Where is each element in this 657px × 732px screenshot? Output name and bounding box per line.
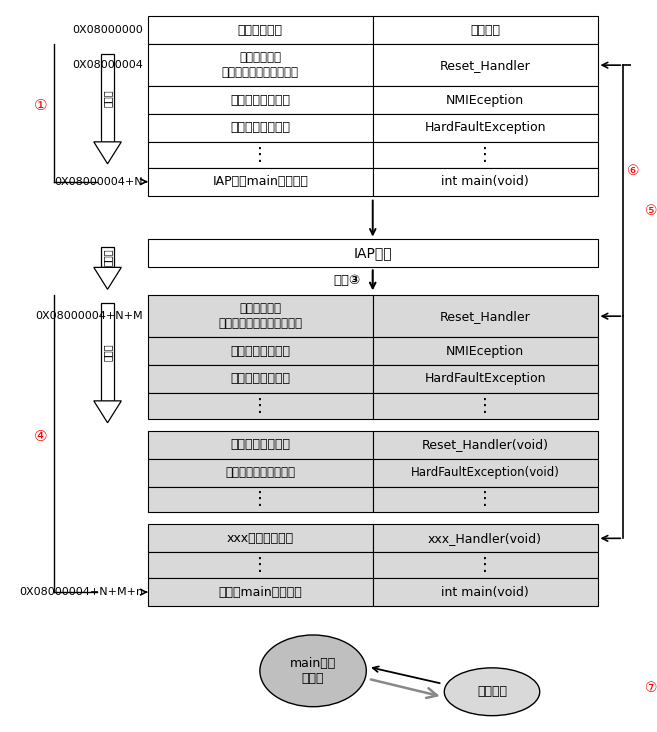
FancyBboxPatch shape	[148, 295, 373, 337]
Text: IAP程序main函数入口: IAP程序main函数入口	[212, 175, 308, 188]
FancyBboxPatch shape	[148, 114, 373, 142]
FancyBboxPatch shape	[373, 487, 597, 512]
Text: 非可屏蔽中断向量: 非可屏蔽中断向量	[231, 345, 290, 357]
Text: 复位中断程序入口: 复位中断程序入口	[231, 438, 290, 451]
Text: int main(void): int main(void)	[442, 175, 529, 188]
Text: ①: ①	[34, 99, 47, 113]
Text: 程序流: 程序流	[102, 343, 112, 361]
FancyBboxPatch shape	[148, 337, 373, 365]
Text: Reset_Handler(void): Reset_Handler(void)	[422, 438, 549, 451]
Text: 0X08000004: 0X08000004	[72, 60, 143, 70]
Text: 硬件错误中断向量: 硬件错误中断向量	[231, 373, 290, 386]
Text: 闪存物理地址: 闪存物理地址	[238, 23, 283, 37]
FancyBboxPatch shape	[373, 552, 597, 578]
Text: 中断请求: 中断请求	[477, 685, 507, 698]
FancyBboxPatch shape	[148, 524, 373, 552]
Text: ⑥: ⑥	[627, 164, 639, 178]
Text: 硬件错误中断程序入口: 硬件错误中断程序入口	[225, 466, 296, 479]
Text: 非可屏蔽中断向量: 非可屏蔽中断向量	[231, 94, 290, 107]
Text: xxx中断程序入口: xxx中断程序入口	[227, 532, 294, 545]
FancyBboxPatch shape	[373, 578, 597, 606]
FancyBboxPatch shape	[148, 239, 597, 267]
FancyBboxPatch shape	[148, 44, 373, 86]
Text: 程序流: 程序流	[102, 89, 112, 107]
Text: Reset_Handler: Reset_Handler	[440, 59, 530, 72]
Text: 栈顶地址: 栈顶地址	[470, 23, 500, 37]
Text: ⋮: ⋮	[476, 397, 494, 415]
Text: ④: ④	[34, 429, 47, 444]
FancyBboxPatch shape	[148, 142, 373, 168]
Text: 0X08000004+N: 0X08000004+N	[55, 176, 143, 187]
FancyBboxPatch shape	[373, 393, 597, 419]
Text: xxx_Handler(void): xxx_Handler(void)	[428, 532, 542, 545]
FancyBboxPatch shape	[373, 16, 597, 44]
Text: 复位中断向量
（新中断向量表起始地址）: 复位中断向量 （新中断向量表起始地址）	[218, 302, 302, 330]
Text: int main(void): int main(void)	[442, 586, 529, 599]
Text: ⋮: ⋮	[476, 556, 494, 574]
FancyBboxPatch shape	[373, 142, 597, 168]
FancyBboxPatch shape	[373, 295, 597, 337]
FancyBboxPatch shape	[373, 337, 597, 365]
FancyBboxPatch shape	[148, 86, 373, 114]
FancyBboxPatch shape	[373, 365, 597, 393]
Text: HardFaultException: HardFaultException	[424, 373, 546, 386]
FancyBboxPatch shape	[148, 16, 373, 44]
Polygon shape	[94, 142, 122, 164]
Text: 复位中断向量
（中断向量表起始地址）: 复位中断向量 （中断向量表起始地址）	[222, 51, 299, 79]
Text: HardFaultException(void): HardFaultException(void)	[411, 466, 560, 479]
FancyBboxPatch shape	[373, 524, 597, 552]
Text: ⋮: ⋮	[252, 146, 269, 164]
Text: ⋮: ⋮	[476, 146, 494, 164]
FancyBboxPatch shape	[148, 393, 373, 419]
Text: ⋮: ⋮	[252, 490, 269, 509]
Ellipse shape	[444, 668, 540, 716]
Text: NMIEception: NMIEception	[446, 345, 524, 357]
FancyBboxPatch shape	[373, 86, 597, 114]
FancyBboxPatch shape	[101, 303, 114, 401]
FancyBboxPatch shape	[148, 168, 373, 195]
FancyBboxPatch shape	[148, 459, 373, 487]
Text: ⋮: ⋮	[252, 397, 269, 415]
Text: NMIEception: NMIEception	[446, 94, 524, 107]
Text: ⋮: ⋮	[252, 556, 269, 574]
Text: IAP过程: IAP过程	[353, 247, 392, 261]
FancyBboxPatch shape	[101, 247, 114, 267]
Text: 程序流: 程序流	[102, 249, 112, 266]
Text: 硬件错误中断向量: 硬件错误中断向量	[231, 122, 290, 135]
Text: ⑤: ⑤	[645, 203, 657, 217]
FancyBboxPatch shape	[148, 578, 373, 606]
Text: Reset_Handler: Reset_Handler	[440, 310, 530, 323]
Polygon shape	[94, 401, 122, 423]
Polygon shape	[94, 267, 122, 289]
Text: 新程序main函数入口: 新程序main函数入口	[218, 586, 302, 599]
Ellipse shape	[260, 635, 367, 706]
Text: 0X08000000: 0X08000000	[72, 26, 143, 35]
FancyBboxPatch shape	[373, 430, 597, 459]
FancyBboxPatch shape	[373, 114, 597, 142]
FancyBboxPatch shape	[373, 168, 597, 195]
FancyBboxPatch shape	[373, 44, 597, 86]
FancyBboxPatch shape	[101, 54, 114, 142]
FancyBboxPatch shape	[148, 552, 373, 578]
FancyBboxPatch shape	[148, 487, 373, 512]
Text: 0X08000004+N+M+n: 0X08000004+N+M+n	[19, 587, 143, 597]
FancyBboxPatch shape	[373, 459, 597, 487]
Text: HardFaultException: HardFaultException	[424, 122, 546, 135]
Text: 跳转③: 跳转③	[333, 274, 361, 287]
FancyBboxPatch shape	[148, 430, 373, 459]
Text: 0X08000004+N+M: 0X08000004+N+M	[35, 311, 143, 321]
Text: main函数
死循环: main函数 死循环	[290, 657, 336, 685]
FancyBboxPatch shape	[148, 365, 373, 393]
Text: ⋮: ⋮	[476, 490, 494, 509]
Text: ⑦: ⑦	[645, 681, 657, 695]
